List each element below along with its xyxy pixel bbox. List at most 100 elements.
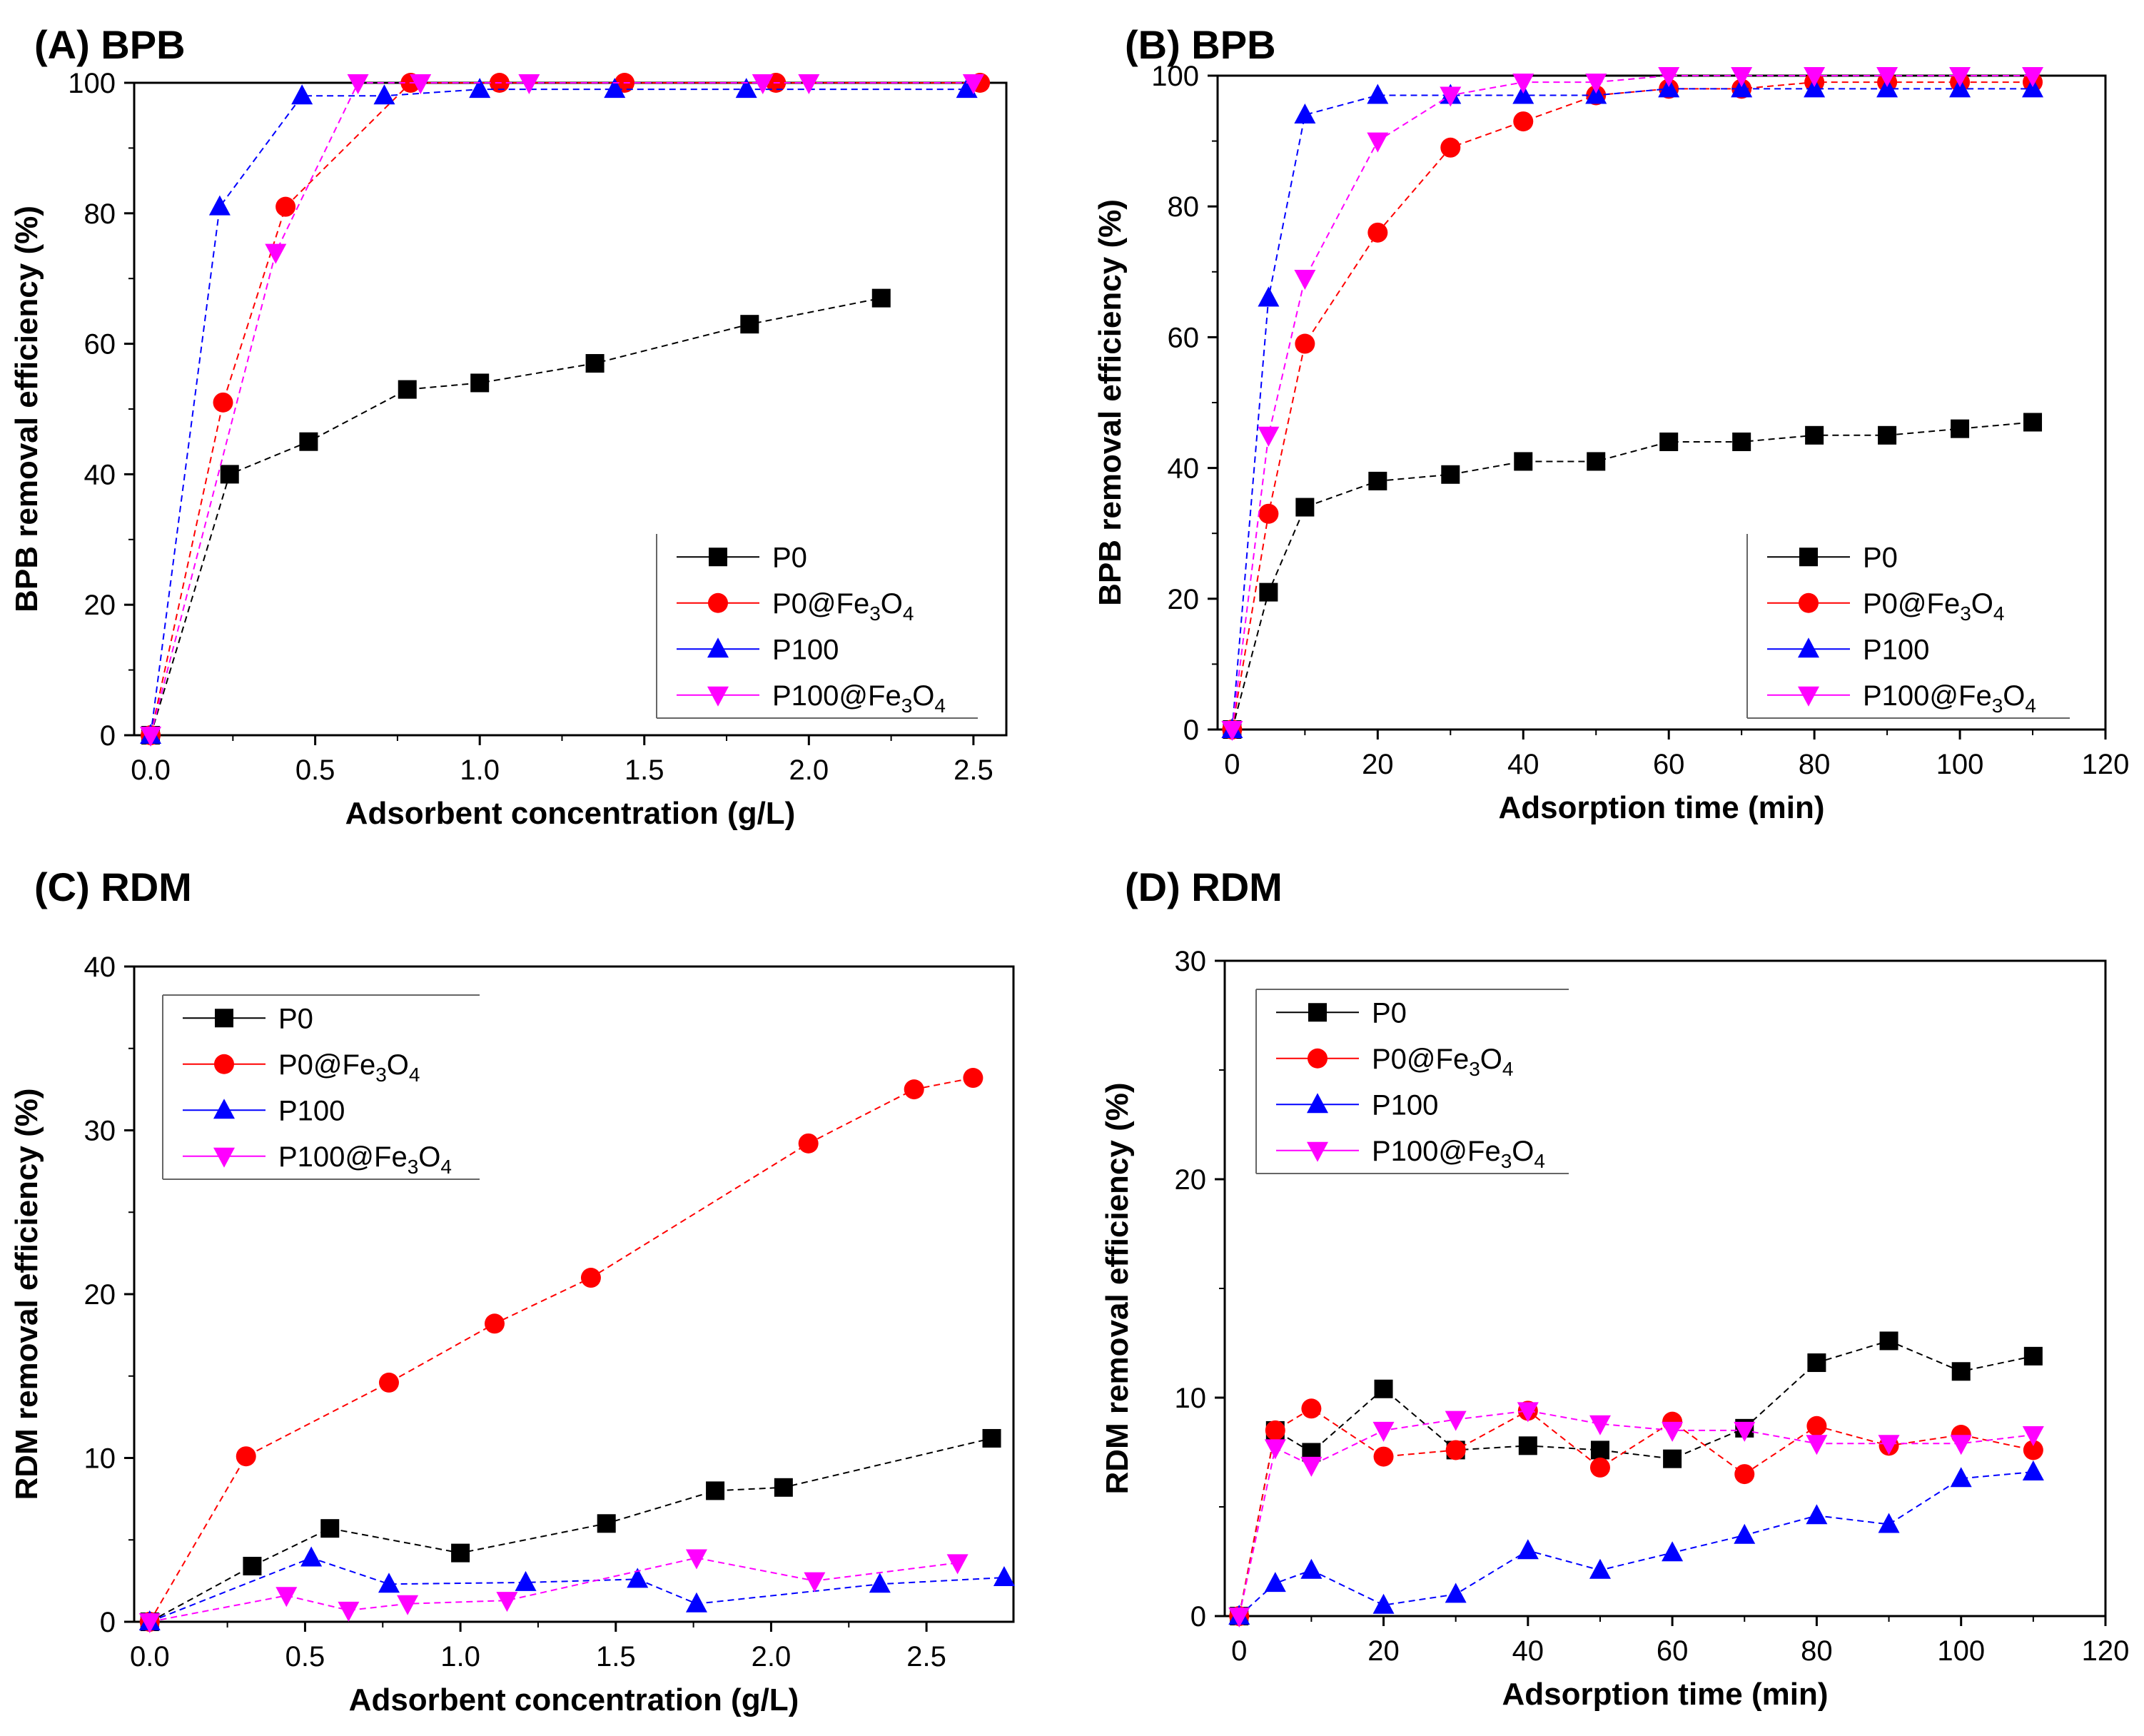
data-point (1517, 1539, 1539, 1560)
data-point (398, 380, 417, 399)
series-p100 (1228, 1460, 2044, 1625)
legend-marker (213, 1147, 235, 1168)
y-tick-label: 0 (1183, 715, 1199, 746)
series-p0-fe3o4 (139, 1068, 983, 1632)
x-tick-label: 60 (1657, 1635, 1689, 1667)
x-tick-label: 1.0 (440, 1641, 480, 1672)
legend-label: P100@Fe3O4 (1372, 1136, 1545, 1172)
series-p100-fe3o4 (1228, 1402, 2044, 1628)
data-point (1806, 1435, 1828, 1455)
x-tick-label: 1.5 (625, 755, 664, 786)
panel-title: (C) RDM (34, 864, 192, 909)
data-point (1950, 1435, 1972, 1455)
data-point (1590, 1440, 1609, 1460)
y-tick-label: 20 (1175, 1164, 1207, 1196)
data-point (1951, 1362, 1971, 1381)
data-point (1587, 452, 1606, 471)
y-tick-label: 40 (84, 459, 116, 490)
data-point (1295, 333, 1315, 354)
data-point (373, 84, 395, 105)
data-point (1295, 498, 1315, 517)
legend-marker (708, 592, 728, 613)
data-point (685, 1549, 707, 1570)
data-point (275, 196, 296, 217)
y-tick-label: 30 (1175, 946, 1207, 977)
data-point (2023, 413, 2043, 432)
x-tick-label: 1.5 (596, 1641, 636, 1672)
data-point (706, 1481, 725, 1500)
x-axis-title: Adsorbent concentration (g/L) (349, 1682, 799, 1717)
data-point (871, 288, 891, 308)
data-point (1879, 1331, 1898, 1351)
y-tick-label: 0 (100, 1607, 116, 1638)
y-tick-label: 60 (84, 329, 116, 360)
series-p0 (140, 1428, 1001, 1631)
series-p100-fe3o4 (1221, 67, 2044, 741)
x-tick-label: 40 (1512, 1635, 1544, 1667)
x-tick-label: 0.5 (295, 755, 335, 786)
data-point (1658, 67, 1680, 87)
data-point (1372, 1593, 1395, 1614)
data-point (1221, 721, 1243, 741)
data-point (774, 1478, 793, 1497)
legend-label: P0 (1863, 542, 1898, 573)
data-point (982, 1428, 1001, 1448)
y-tick-label: 10 (1175, 1383, 1207, 1414)
data-point (869, 1573, 891, 1593)
data-point (138, 1613, 161, 1633)
data-point (963, 1068, 983, 1089)
data-point (740, 315, 759, 334)
data-point (213, 392, 233, 413)
x-tick-label: 100 (1936, 749, 1984, 780)
data-point (1734, 1421, 1756, 1442)
data-point (338, 1601, 360, 1622)
x-tick-label: 100 (1937, 1635, 1985, 1667)
data-point (798, 1133, 819, 1154)
data-point (140, 727, 162, 747)
chart-panel-b: (B) BPB 0 20 40 60 80 100 120 0 20 40 60 80 100 Adsorp… (1093, 22, 2129, 825)
data-point (265, 243, 287, 264)
data-point (1518, 1436, 1537, 1455)
x-tick-label: 2.0 (752, 1641, 792, 1672)
legend: P0 P0@Fe3O4 P100 P100@Fe3O4 (656, 534, 978, 719)
data-point (378, 1573, 400, 1593)
legend-label: P100 (772, 634, 839, 665)
series-line (150, 82, 974, 736)
series-line (149, 1437, 992, 1623)
data-point (1949, 67, 1971, 87)
data-point (1264, 1572, 1286, 1593)
legend-label: P0 (1372, 997, 1407, 1029)
y-tick-label: 80 (1168, 191, 1200, 223)
data-point (1878, 1435, 1900, 1455)
series-p100-fe3o4 (138, 1549, 969, 1633)
legend-marker (1799, 592, 1819, 613)
panel-title: (B) BPB (1125, 22, 1276, 67)
data-point (1804, 67, 1826, 87)
data-point (1368, 471, 1387, 490)
data-point (2023, 1346, 2043, 1366)
x-axis-title: Adsorption time (min) (1498, 790, 1824, 825)
y-tick-label: 30 (84, 1116, 116, 1147)
x-tick-label: 2.5 (906, 1641, 946, 1672)
x-tick-label: 0.0 (131, 755, 171, 786)
data-point (1300, 1558, 1323, 1579)
data-point (946, 1554, 969, 1575)
data-point (1949, 77, 1971, 98)
y-tick-label: 40 (84, 952, 116, 983)
x-tick-label: 0 (1231, 1635, 1247, 1667)
data-point (1732, 432, 1751, 451)
x-tick-label: 2.0 (789, 755, 829, 786)
data-point (597, 1514, 616, 1533)
data-point (735, 78, 757, 99)
data-point (1517, 1402, 1539, 1423)
data-point (1258, 426, 1280, 447)
y-tick-label: 100 (68, 68, 116, 99)
series-p0-fe3o4 (141, 73, 991, 745)
legend-marker (709, 547, 727, 567)
data-point (2023, 1440, 2043, 1460)
x-tick-label: 60 (1653, 749, 1685, 780)
data-point (1373, 1446, 1394, 1467)
series-p100 (1221, 77, 2044, 738)
data-point (1228, 1608, 1250, 1628)
series-p100 (138, 1546, 1015, 1630)
